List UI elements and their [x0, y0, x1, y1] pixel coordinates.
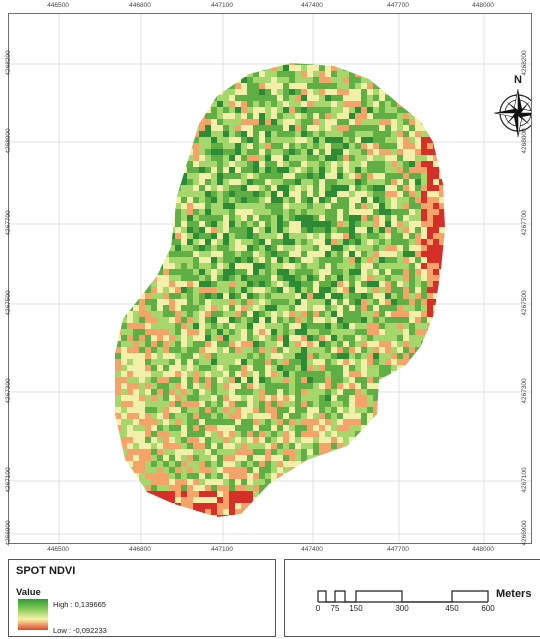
scale-label: 300 [395, 604, 409, 613]
scale-label: 450 [445, 604, 459, 613]
scale-unit: Meters [496, 588, 532, 600]
x-tick-label: 446800 [129, 546, 151, 553]
x-tick-label: 448000 [472, 2, 494, 9]
y-tick-label: 4268000 [521, 128, 529, 154]
north-arrow: N [493, 74, 531, 150]
x-tick-label: 447700 [387, 546, 409, 553]
x-tick-label: 447400 [301, 2, 323, 9]
legend-title: SPOT NDVI [16, 565, 76, 577]
y-tick-label: 4267300 [521, 378, 529, 404]
y-tick-label: 4267500 [521, 290, 529, 316]
legend: SPOT NDVI Value High : 0,139665 Low : -0… [8, 559, 276, 637]
map-frame[interactable]: N [8, 13, 532, 544]
y-tick-label: 4267700 [521, 210, 529, 236]
x-tick-label: 448000 [472, 546, 494, 553]
y-tick-label: 4266900 [5, 520, 13, 546]
y-tick-label: 4268000 [5, 128, 13, 154]
y-tick-label: 4266900 [521, 520, 529, 546]
north-label: N [514, 74, 522, 86]
y-tick-label: 4268200 [5, 50, 13, 76]
y-tick-label: 4267700 [5, 210, 13, 236]
y-tick-label: 4267100 [521, 467, 529, 493]
y-tick-label: 4267500 [5, 290, 13, 316]
x-tick-label: 447100 [211, 546, 233, 553]
legend-low-label: Low : -0,092233 [53, 626, 107, 635]
x-tick-label: 447700 [387, 2, 409, 9]
ndvi-raster [115, 63, 445, 517]
x-tick-label: 446500 [47, 546, 69, 553]
y-tick-label: 4267100 [5, 467, 13, 493]
scale-label: 75 [330, 604, 340, 613]
scale-label: 0 [315, 604, 321, 613]
legend-subtitle: Value [16, 587, 41, 598]
scale-label: 600 [481, 604, 495, 613]
legend-high-label: High : 0,139665 [53, 600, 106, 609]
x-tick-label: 447400 [301, 546, 323, 553]
scale-bar-panel: 0 75 150 300 450 600 Meters [284, 559, 540, 637]
scale-label: 150 [349, 604, 363, 613]
compass-rose-icon [493, 88, 531, 138]
x-tick-label: 447100 [211, 2, 233, 9]
legend-color-ramp [18, 599, 48, 630]
x-tick-label: 446800 [129, 2, 151, 9]
y-tick-label: 4267300 [5, 378, 13, 404]
x-tick-label: 446500 [47, 2, 69, 9]
ndvi-raster-map[interactable] [9, 14, 532, 544]
scale-bar [317, 590, 489, 603]
y-tick-label: 4268200 [521, 50, 529, 76]
